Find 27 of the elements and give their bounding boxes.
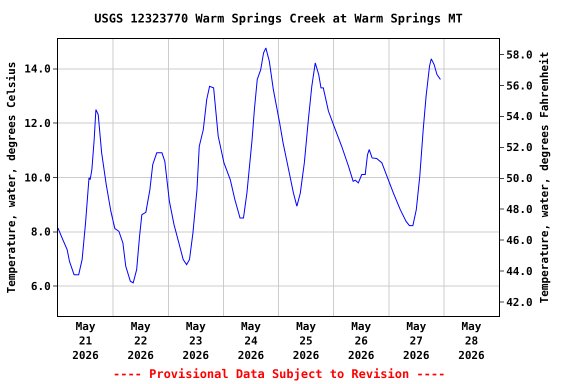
y-tick-label: 6.0 <box>30 280 51 293</box>
x-tick-label: May 22 2026 <box>127 320 154 362</box>
y2-tick-label: 48.0 <box>506 203 533 216</box>
y2-tick-label: 54.0 <box>506 110 533 124</box>
x-tick-label: May 26 2026 <box>348 320 375 362</box>
x-tick-label: May 24 2026 <box>238 320 265 362</box>
chart-title: USGS 12323770 Warm Springs Creek at Warm Springs MT <box>94 11 463 26</box>
x-tick-label: May 28 2026 <box>458 320 486 362</box>
x-tick-label: May 21 2026 <box>72 320 100 362</box>
y2-tick-label: 50.0 <box>506 172 533 186</box>
y-tick-label: 10.0 <box>24 171 51 184</box>
y2-axis-title: Temperature, water, degrees Fahrenheit <box>538 52 551 304</box>
y-tick-label: 14.0 <box>24 62 51 76</box>
x-tick-label: May 23 2026 <box>182 320 210 362</box>
y2-tick-label: 58.0 <box>506 48 533 62</box>
line-series <box>58 47 441 284</box>
y2-tick-label: 56.0 <box>506 79 533 92</box>
y2-tick-label: 46.0 <box>506 234 533 248</box>
y-tick-label: 8.0 <box>30 226 51 239</box>
y2-tick-label: 44.0 <box>506 264 533 278</box>
y-axis-title: Temperature, water, degrees Celsius <box>4 62 18 294</box>
x-tick-label: May 25 2026 <box>292 320 320 362</box>
text: ---- Provisional Data Subject to Revision ---- <box>113 367 446 381</box>
x-tick-label: May 27 2026 <box>403 320 430 362</box>
y-tick-label: 12.0 <box>24 117 51 130</box>
y2-tick-label: 52.0 <box>506 141 533 154</box>
y2-tick-label: 42.0 <box>506 296 533 309</box>
